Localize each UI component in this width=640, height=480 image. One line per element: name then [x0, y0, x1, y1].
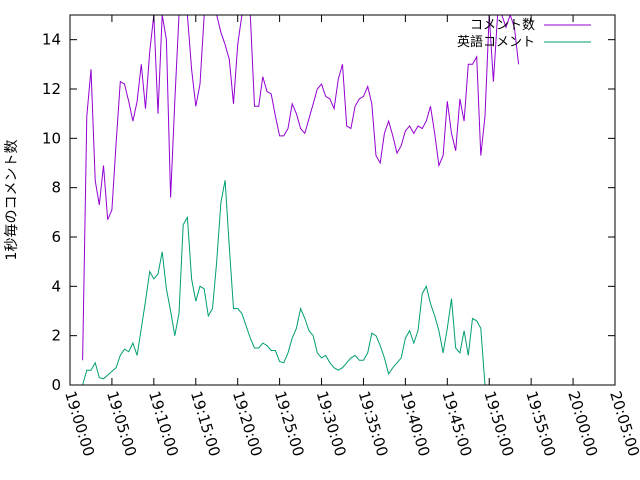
- y-tick-label: 6: [51, 228, 61, 246]
- series-line-1: [82, 15, 520, 361]
- x-tick-label: 19:00:00: [61, 389, 98, 459]
- x-tick-label: 20:00:00: [564, 389, 601, 459]
- y-tick-label: 8: [51, 179, 61, 197]
- x-tick-label: 19:35:00: [355, 389, 392, 459]
- x-tick-label: 19:05:00: [103, 389, 140, 459]
- y-tick-label: 4: [51, 277, 61, 295]
- series-layer: [82, 15, 520, 385]
- x-tick-label: 19:30:00: [313, 389, 350, 459]
- x-tick-label: 19:45:00: [438, 389, 475, 459]
- y-axis-label: 1秒毎のコメント数: [4, 140, 20, 261]
- x-tick-label: 19:10:00: [145, 389, 182, 459]
- y-tick-label: 10: [42, 129, 61, 147]
- x-tick-label: 20:05:00: [606, 389, 640, 459]
- x-tick-label: 19:25:00: [271, 389, 308, 459]
- legend-label-2: 英語コメント: [457, 34, 535, 50]
- x-tick-label: 19:20:00: [229, 389, 266, 459]
- y-tick-label: 0: [51, 376, 61, 394]
- y-axis-ticks: 0 2 4 6 8 10 12 14: [42, 31, 615, 394]
- series-line-2: [82, 180, 486, 385]
- plot-frame: [69, 14, 616, 386]
- legend: コメント数 英語コメント: [457, 18, 591, 50]
- legend-label-1: コメント数: [470, 18, 535, 33]
- y-tick-label: 2: [51, 327, 61, 345]
- y-tick-label: 14: [42, 31, 61, 49]
- x-tick-label: 19:55:00: [522, 389, 559, 459]
- x-tick-label: 19:50:00: [480, 389, 517, 459]
- x-tick-label: 19:40:00: [397, 389, 434, 459]
- x-tick-label: 19:15:00: [187, 389, 224, 459]
- y-tick-label: 12: [42, 80, 61, 98]
